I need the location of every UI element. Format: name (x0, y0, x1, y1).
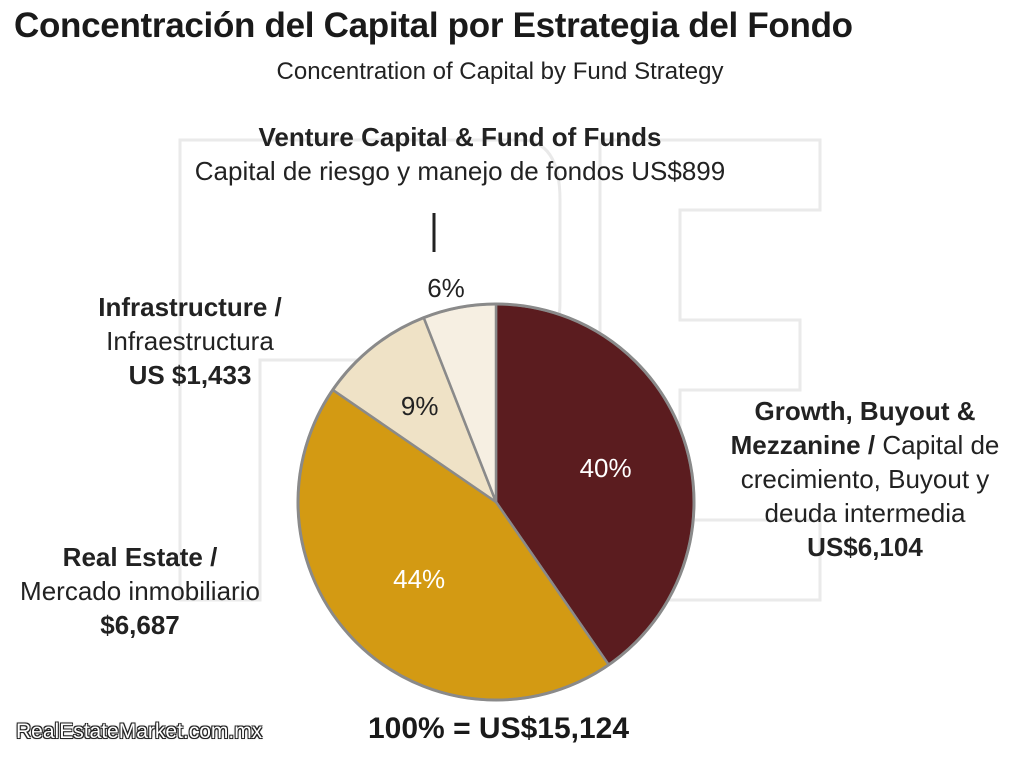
label-re-en: Real Estate / (62, 542, 218, 572)
slice-percent-label-2: 9% (401, 391, 439, 421)
label-real-estate: Real Estate / Mercado inmobiliario $6,68… (0, 540, 280, 642)
label-infrastructure: Infrastructure / Infraestructura US $1,4… (60, 290, 320, 392)
total-label: 100% = US$15,124 (368, 712, 630, 745)
label-re-es: Mercado inmobiliario (20, 576, 260, 606)
label-vc-es: Capital de riesgo y manejo de fondos US$… (194, 156, 726, 186)
slice-percent-label-3: 6% (427, 273, 465, 303)
slice-percent-label-1: 44% (393, 564, 445, 594)
label-growth-value: US$6,104 (807, 532, 923, 562)
pie-outline (296, 302, 696, 702)
label-infra-es: Infraestructura (106, 326, 274, 356)
label-infra-en: Infrastructure / (98, 292, 282, 322)
label-vc-en: Venture Capital & Fund of Funds (258, 122, 662, 152)
label-re-value: $6,687 (100, 610, 180, 640)
chart-title: Concentración del Capital por Estrategia… (14, 6, 853, 45)
source-credit: RealEstateMarket.com.mx (16, 720, 263, 743)
slice-percent-label-0: 40% (580, 453, 632, 483)
label-growth-es: Capital de crecimiento, Buyout y deuda i… (740, 430, 1000, 528)
label-growth-en: Growth, Buyout & Mezzanine / (730, 396, 976, 460)
label-infra-value: US $1,433 (128, 360, 252, 390)
label-venture-capital: Venture Capital & Fund of Funds Capital … (0, 120, 920, 188)
label-growth-buyout: Growth, Buyout & Mezzanine / Capital de … (720, 394, 1010, 564)
chart-subtitle: Concentration of Capital by Fund Strateg… (276, 58, 724, 85)
